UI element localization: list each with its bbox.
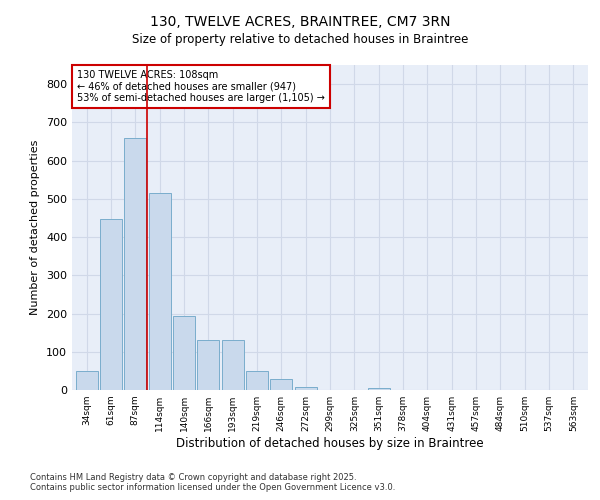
- Bar: [173, 316, 195, 390]
- Text: Contains HM Land Registry data © Crown copyright and database right 2025.
Contai: Contains HM Land Registry data © Crown c…: [30, 473, 395, 492]
- Bar: [221, 340, 244, 390]
- Bar: [295, 387, 317, 390]
- Bar: [149, 193, 170, 390]
- Bar: [124, 138, 146, 390]
- Bar: [197, 340, 219, 390]
- Bar: [76, 371, 98, 390]
- Y-axis label: Number of detached properties: Number of detached properties: [31, 140, 40, 315]
- X-axis label: Distribution of detached houses by size in Braintree: Distribution of detached houses by size …: [176, 437, 484, 450]
- Bar: [271, 380, 292, 390]
- Text: Size of property relative to detached houses in Braintree: Size of property relative to detached ho…: [132, 32, 468, 46]
- Bar: [368, 388, 389, 390]
- Bar: [246, 371, 268, 390]
- Text: 130 TWELVE ACRES: 108sqm
← 46% of detached houses are smaller (947)
53% of semi-: 130 TWELVE ACRES: 108sqm ← 46% of detach…: [77, 70, 325, 103]
- Bar: [100, 219, 122, 390]
- Text: 130, TWELVE ACRES, BRAINTREE, CM7 3RN: 130, TWELVE ACRES, BRAINTREE, CM7 3RN: [150, 15, 450, 29]
